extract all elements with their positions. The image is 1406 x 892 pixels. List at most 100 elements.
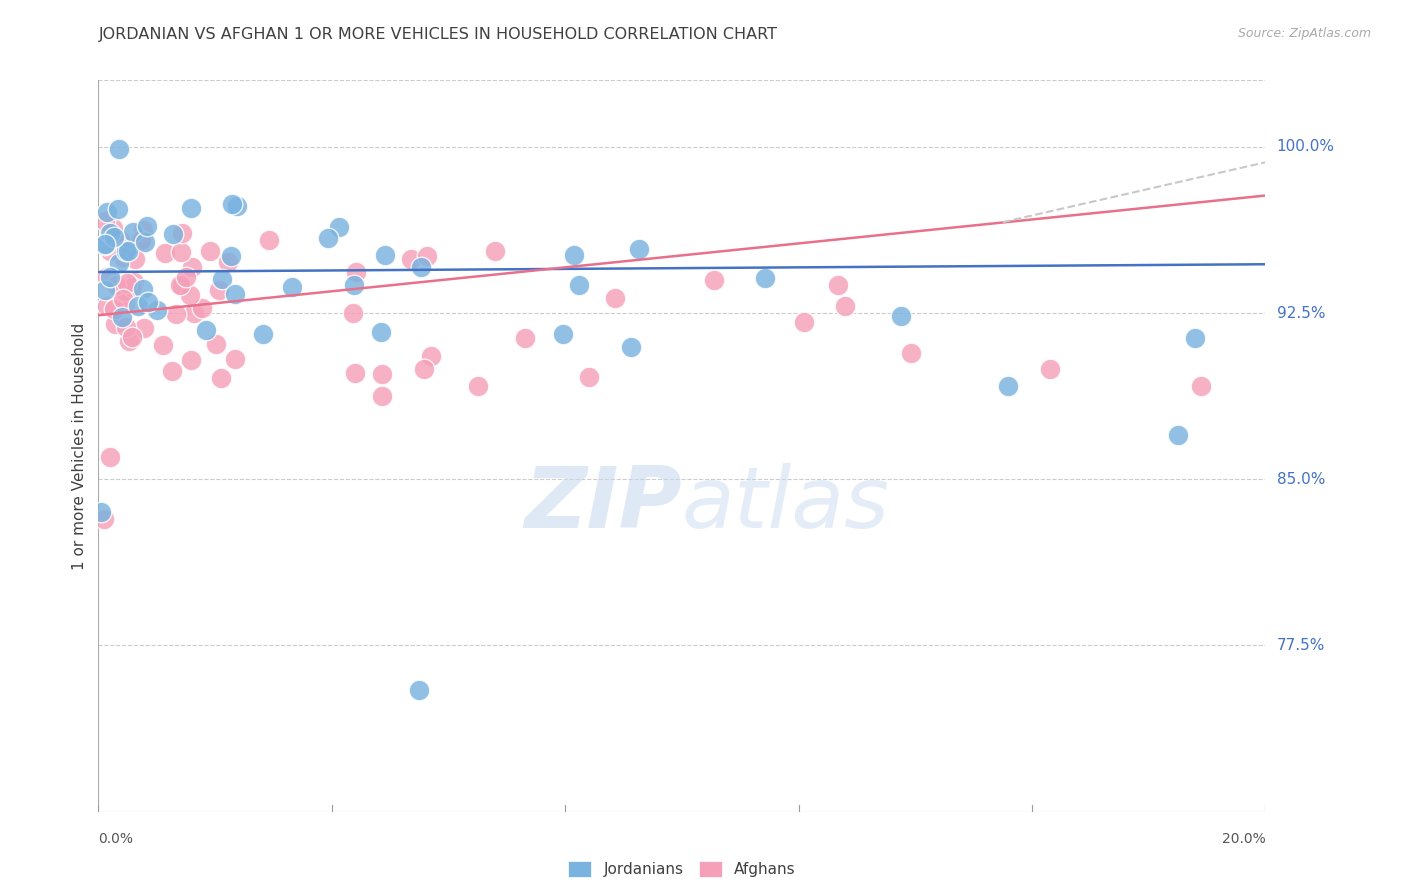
Point xyxy=(219,249,242,263)
Point xyxy=(121,330,143,344)
Point xyxy=(104,318,127,332)
Point xyxy=(136,295,159,310)
Point xyxy=(98,227,121,241)
Point xyxy=(1189,379,1212,393)
Point xyxy=(180,352,202,367)
Point xyxy=(94,237,117,252)
Point xyxy=(603,291,626,305)
Point xyxy=(122,275,145,289)
Point xyxy=(114,319,136,334)
Text: 92.5%: 92.5% xyxy=(1277,306,1324,320)
Point xyxy=(131,233,153,247)
Point xyxy=(200,244,222,258)
Point xyxy=(316,230,339,244)
Point xyxy=(111,241,134,255)
Point xyxy=(578,370,600,384)
Point xyxy=(114,244,136,259)
Point xyxy=(1039,361,1062,376)
Point xyxy=(181,260,204,274)
Point xyxy=(90,506,112,520)
Point xyxy=(217,254,239,268)
Point xyxy=(551,326,574,341)
Point xyxy=(108,233,131,247)
Point xyxy=(409,260,432,274)
Point xyxy=(103,230,125,244)
Point xyxy=(224,287,246,301)
Point xyxy=(221,196,243,211)
Point xyxy=(169,278,191,293)
Point xyxy=(96,204,118,219)
Point xyxy=(118,334,141,348)
Point xyxy=(134,321,156,335)
Point xyxy=(399,252,422,267)
Point xyxy=(209,371,232,385)
Text: atlas: atlas xyxy=(682,463,890,546)
Point xyxy=(370,326,392,340)
Point xyxy=(121,226,143,240)
Point xyxy=(370,389,392,403)
Point xyxy=(170,245,193,260)
Point xyxy=(180,201,202,215)
Text: Source: ZipAtlas.com: Source: ZipAtlas.com xyxy=(1237,27,1371,40)
Point xyxy=(101,221,124,235)
Point xyxy=(793,316,815,330)
Point xyxy=(211,271,233,285)
Point xyxy=(183,306,205,320)
Point xyxy=(281,280,304,294)
Point xyxy=(191,301,214,315)
Point xyxy=(568,277,591,292)
Point xyxy=(127,299,149,313)
Point xyxy=(900,346,922,360)
Point xyxy=(194,323,217,337)
Point xyxy=(343,277,366,292)
Point xyxy=(146,303,169,318)
Point xyxy=(419,349,441,363)
Point xyxy=(108,256,131,270)
Point xyxy=(162,364,184,378)
Point xyxy=(170,227,193,241)
Point xyxy=(515,331,537,345)
Point xyxy=(93,237,115,252)
Point xyxy=(93,512,115,526)
Point xyxy=(112,292,135,306)
Point xyxy=(115,276,138,290)
Point xyxy=(467,379,489,393)
Text: JORDANIAN VS AFGHAN 1 OR MORE VEHICLES IN HOUSEHOLD CORRELATION CHART: JORDANIAN VS AFGHAN 1 OR MORE VEHICLES I… xyxy=(98,27,778,42)
Point xyxy=(328,220,350,235)
Point xyxy=(98,450,121,464)
Text: 0.0%: 0.0% xyxy=(98,831,134,846)
Point xyxy=(96,299,118,313)
Point xyxy=(98,270,121,285)
Y-axis label: 1 or more Vehicles in Household: 1 or more Vehicles in Household xyxy=(72,322,87,570)
Point xyxy=(224,351,246,366)
Text: 77.5%: 77.5% xyxy=(1277,638,1324,653)
Legend: Jordanians, Afghans: Jordanians, Afghans xyxy=(568,862,796,877)
Point xyxy=(205,336,228,351)
Point xyxy=(827,278,849,293)
Point xyxy=(1167,428,1189,442)
Point xyxy=(890,310,912,324)
Point xyxy=(344,265,367,279)
Point xyxy=(174,270,197,285)
Point xyxy=(152,337,174,351)
Point xyxy=(134,235,156,249)
Point xyxy=(103,302,125,317)
Point xyxy=(408,682,430,697)
Point xyxy=(125,236,148,251)
Point xyxy=(121,279,143,293)
Point xyxy=(111,250,134,264)
Point xyxy=(342,306,364,320)
Point xyxy=(207,283,229,297)
Point xyxy=(131,233,153,247)
Text: ZIP: ZIP xyxy=(524,463,682,546)
Point xyxy=(124,252,146,266)
Point xyxy=(162,227,184,241)
Point xyxy=(371,367,394,381)
Point xyxy=(114,284,136,298)
Point xyxy=(628,242,651,256)
Point xyxy=(179,288,201,302)
Point xyxy=(484,244,506,258)
Point xyxy=(93,284,115,298)
Point xyxy=(562,248,585,262)
Point xyxy=(111,310,134,324)
